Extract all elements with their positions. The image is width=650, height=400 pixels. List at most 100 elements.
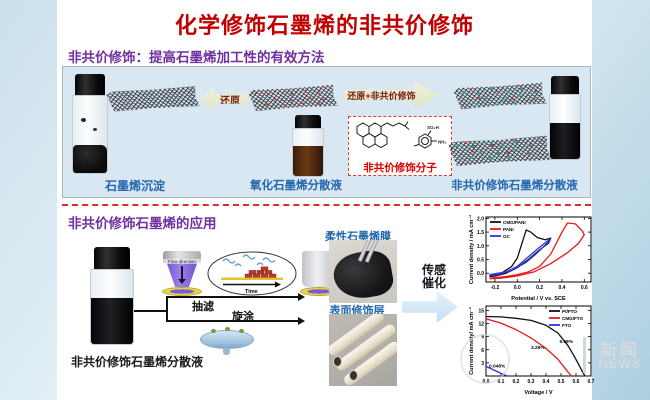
svg-text:0.2: 0.2 bbox=[513, 379, 520, 385]
svg-text:0.0: 0.0 bbox=[477, 271, 484, 277]
svg-text:2.0: 2.0 bbox=[477, 216, 484, 222]
svg-text:PANI: PANI bbox=[503, 227, 514, 232]
caption-dispersion-bottom: 非共价修饰石墨烯分散液 bbox=[70, 355, 203, 369]
vial-cap bbox=[75, 74, 105, 97]
svg-text:3.29%: 3.29% bbox=[531, 345, 545, 351]
spincoat-label: 旋涂 bbox=[232, 311, 254, 323]
svg-text:0.4: 0.4 bbox=[543, 379, 550, 385]
oxide-dots bbox=[469, 88, 472, 90]
oxide-dots bbox=[464, 142, 467, 144]
svg-text:0.5: 0.5 bbox=[558, 379, 565, 385]
reduction-arrow-label: 还原 bbox=[220, 95, 240, 107]
filtration-funnel-left bbox=[162, 251, 202, 297]
svg-text:5.98%: 5.98% bbox=[560, 339, 574, 345]
svg-text:1.0: 1.0 bbox=[477, 244, 484, 250]
flexible-film-photo bbox=[329, 240, 397, 303]
nh2-label: NH₂ bbox=[438, 140, 447, 145]
caption-go-dispersion: 氧化石墨烯分散液 bbox=[250, 180, 342, 192]
red-dashed-separator bbox=[62, 204, 591, 206]
tube-bore bbox=[333, 356, 342, 367]
svg-text:0.5: 0.5 bbox=[477, 258, 484, 264]
svg-text:0.6: 0.6 bbox=[581, 285, 588, 291]
svg-text:CMG/FTO: CMG/FTO bbox=[562, 316, 584, 321]
sensing-label: 传感 bbox=[421, 263, 446, 277]
caption-graphene-precipitate: 石墨烯沉淀 bbox=[104, 179, 165, 193]
watermark-divider bbox=[583, 337, 586, 373]
flow-down-arrow bbox=[181, 266, 183, 280]
molecule-structures-icon: SO₃H NH₂ bbox=[356, 121, 447, 149]
molecule-box-label: 非共价修饰分子 bbox=[363, 162, 437, 174]
page-title: 化学修饰石墨烯的非共价修饰 bbox=[174, 13, 474, 38]
svg-text:Voltage / V: Voltage / V bbox=[524, 390, 552, 396]
droplet bbox=[211, 329, 216, 333]
spincoat-arrow-line bbox=[166, 320, 298, 322]
vial-go-dispersion bbox=[292, 115, 324, 177]
modifier-molecule-dots bbox=[456, 145, 460, 147]
vial-modified-dispersion bbox=[549, 76, 581, 160]
vial-cap bbox=[295, 115, 321, 130]
svg-text:Pt/FTO: Pt/FTO bbox=[562, 309, 577, 314]
molecule-box: SO₃H NH₂ 非共价修饰分子 bbox=[348, 116, 452, 176]
svg-text:0.4: 0.4 bbox=[558, 285, 565, 291]
connector-line-vertical bbox=[166, 296, 168, 322]
reduction-modification-arrow-label: 还原+非共价修饰 bbox=[347, 90, 416, 101]
time-label: Time bbox=[245, 289, 258, 295]
vial-glass bbox=[292, 128, 324, 177]
svg-text:15: 15 bbox=[478, 308, 484, 314]
so3h-label: SO₃H bbox=[427, 125, 439, 130]
news-watermark-cn: 新闻 bbox=[600, 341, 640, 360]
vial-glass bbox=[72, 95, 108, 174]
svg-text:0.0: 0.0 bbox=[514, 285, 521, 291]
oxide-groups-dots bbox=[254, 92, 257, 94]
svg-text:12: 12 bbox=[478, 322, 484, 328]
svg-text:0.3: 0.3 bbox=[528, 379, 535, 385]
spincoat-arrowhead bbox=[298, 317, 305, 325]
spin-coater-stem bbox=[223, 348, 230, 355]
spin-coater bbox=[200, 327, 254, 349]
svg-text:Potential / V vs. SCE: Potential / V vs. SCE bbox=[511, 296, 566, 302]
svg-text:0.2: 0.2 bbox=[536, 285, 543, 291]
svg-text:0.1: 0.1 bbox=[498, 379, 505, 385]
caption-modified-dispersion: 非共价修饰石墨烯分散液 bbox=[451, 180, 578, 192]
droplet bbox=[225, 327, 230, 331]
svg-text:GC: GC bbox=[503, 234, 511, 239]
vial-glass bbox=[90, 269, 134, 345]
vial-graphene-precipitate bbox=[72, 74, 108, 174]
svg-text:FTO: FTO bbox=[562, 323, 572, 328]
vial-cap bbox=[94, 247, 130, 271]
flow-down-arrowhead bbox=[178, 279, 186, 284]
brown-liquid bbox=[293, 146, 323, 176]
news-watermark-en: NEWS bbox=[598, 356, 642, 371]
svg-text:-0.2: -0.2 bbox=[491, 285, 500, 291]
catalysis-label: 催化 bbox=[421, 276, 446, 290]
svg-text:CMG/PANI: CMG/PANI bbox=[503, 220, 526, 225]
svg-text:0.7: 0.7 bbox=[588, 379, 595, 385]
cv-chart: -0.2 0.0 0.2 0.4 0.6 0.0 0.5 1.0 1.5 2.0 Potential… bbox=[468, 215, 592, 302]
vial-cap bbox=[551, 76, 579, 96]
precipitate-speck bbox=[93, 128, 97, 131]
deposition-inset-drawing: Time bbox=[207, 251, 297, 296]
black-precipitate bbox=[73, 145, 107, 173]
coated-tubes-photo bbox=[329, 314, 397, 386]
funnel-base bbox=[162, 287, 202, 296]
filtration-arrow-line bbox=[166, 296, 298, 298]
modifier-molecule-dots bbox=[462, 91, 466, 93]
filtration-label: 抽滤 bbox=[192, 301, 214, 313]
filtration-arrowhead bbox=[298, 293, 305, 301]
section2-heading: 非共价修饰石墨烯的应用 bbox=[68, 216, 217, 231]
sensing-catalysis-label: 传感 催化 bbox=[412, 264, 456, 290]
vial-dispersion-bottom bbox=[90, 247, 134, 345]
connector-line bbox=[134, 310, 167, 312]
flow-direction-label: Flow direction bbox=[160, 259, 204, 264]
black-liquid bbox=[91, 298, 133, 344]
tube-bore bbox=[349, 370, 358, 381]
svg-text:0.6: 0.6 bbox=[573, 379, 580, 385]
svg-text:1.5: 1.5 bbox=[477, 230, 484, 236]
svg-text:Current density / mA cm⁻²: Current density / mA cm⁻² bbox=[468, 215, 475, 284]
seal-watermark bbox=[460, 334, 510, 384]
precipitate-speck bbox=[81, 118, 86, 122]
black-liquid bbox=[550, 123, 580, 159]
deposition-inset: Time bbox=[207, 251, 297, 296]
section1-heading: 非共价修饰：提高石墨烯加工性的有效方法 bbox=[68, 50, 325, 65]
